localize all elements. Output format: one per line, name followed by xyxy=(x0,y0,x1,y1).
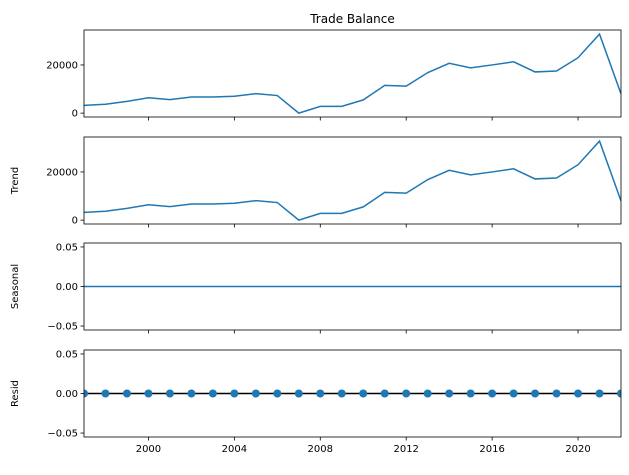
panel-resid: 0.05 0.00 −0.05 2000 2004 2008 2012 2016 2020 Res… xyxy=(10,349,622,455)
x-tick-label: 2012 xyxy=(393,444,418,455)
resid-point-2022 xyxy=(617,389,621,398)
resid-point-2013 xyxy=(423,389,432,398)
resid-point-2001 xyxy=(165,389,174,398)
resid-point-2008 xyxy=(316,389,325,398)
resid-y-axis-label: Resid xyxy=(10,380,21,407)
resid-point-2009 xyxy=(337,389,346,398)
y-tick-label: 0.05 xyxy=(56,349,78,360)
x-tick-label: 2000 xyxy=(136,444,161,455)
x-tick-label: 2004 xyxy=(222,444,247,455)
resid-point-2020 xyxy=(574,389,583,398)
x-tick-label: 2020 xyxy=(565,444,590,455)
resid-point-2012 xyxy=(402,389,411,398)
y-tick-label: 0 xyxy=(72,216,78,227)
resid-point-2014 xyxy=(445,389,454,398)
observed-series-line xyxy=(84,32,621,114)
resid-point-2011 xyxy=(380,389,389,398)
resid-point-2017 xyxy=(509,389,518,398)
resid-point-2006 xyxy=(273,389,282,398)
resid-point-2003 xyxy=(208,389,217,398)
resid-point-2018 xyxy=(531,389,540,398)
y-tick-label: 0.00 xyxy=(56,282,78,293)
panel-seasonal: 0.05 0.00 −0.05 Seasonal xyxy=(10,242,622,334)
y-tick-label: 20000 xyxy=(46,167,78,178)
resid-point-1999 xyxy=(122,389,131,398)
y-tick-label: −0.05 xyxy=(47,429,78,440)
panel-observed: 0 20000 Trade Balance xyxy=(46,12,622,121)
resid-point-2004 xyxy=(230,389,239,398)
resid-point-2000 xyxy=(144,389,153,398)
chart-title: Trade Balance xyxy=(309,12,395,26)
seasonal-y-axis-label: Seasonal xyxy=(10,264,21,309)
resid-points xyxy=(84,389,621,398)
resid-point-2007 xyxy=(294,389,303,398)
resid-point-2002 xyxy=(187,389,196,398)
resid-point-1998 xyxy=(101,389,110,398)
panel-frame xyxy=(83,136,622,225)
resid-point-2010 xyxy=(359,389,368,398)
trend-series-line xyxy=(84,139,621,221)
resid-point-2019 xyxy=(552,389,561,398)
panel-trend: 0 20000 Trend xyxy=(10,136,622,228)
y-tick-label: −0.05 xyxy=(47,322,78,333)
x-tick-label: 2008 xyxy=(308,444,333,455)
y-tick-label: 20000 xyxy=(46,60,78,71)
y-tick-label: 0.05 xyxy=(56,242,78,253)
x-tick-label: 2016 xyxy=(479,444,504,455)
panel-frame xyxy=(83,29,622,118)
resid-point-1997 xyxy=(84,389,88,398)
trend-y-axis-label: Trend xyxy=(10,167,21,195)
y-tick-label: 0.00 xyxy=(56,389,78,400)
resid-point-2021 xyxy=(595,389,604,398)
resid-point-2015 xyxy=(466,389,475,398)
y-tick-label: 0 xyxy=(72,109,78,120)
resid-point-2016 xyxy=(488,389,497,398)
resid-point-2005 xyxy=(251,389,260,398)
